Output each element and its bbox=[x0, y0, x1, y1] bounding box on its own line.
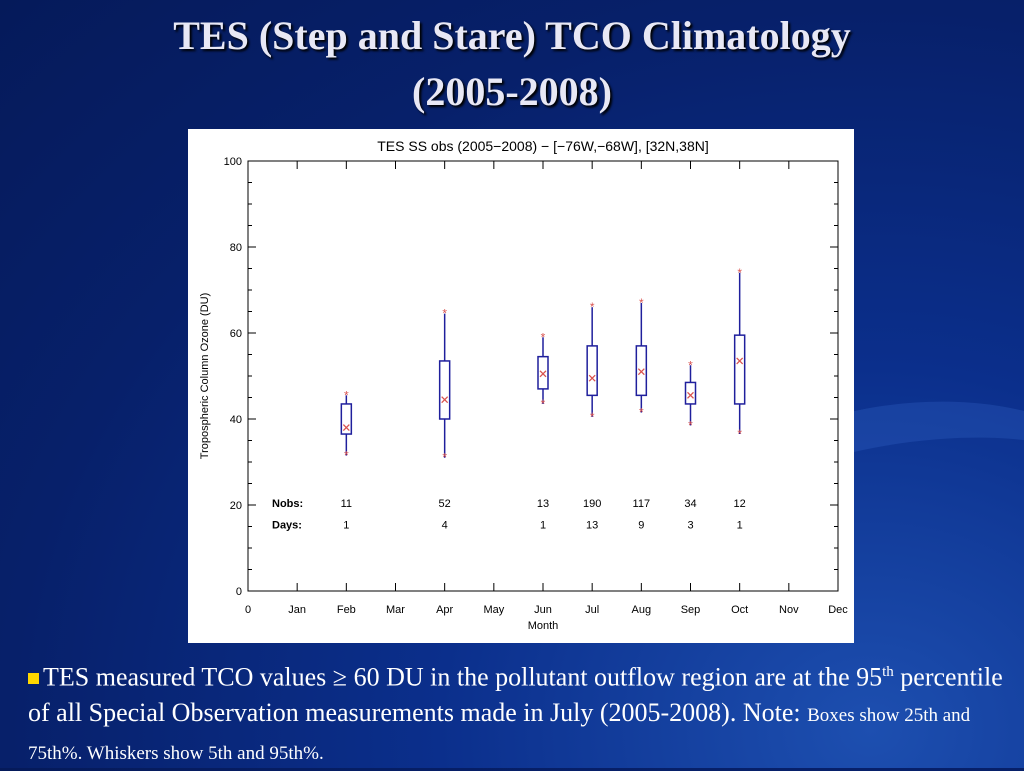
box-oct bbox=[733, 334, 746, 405]
nobs-value: 117 bbox=[633, 498, 651, 510]
x-axis-label: Month bbox=[528, 620, 559, 632]
x-tick-label: Aug bbox=[632, 604, 652, 616]
nobs-value: 13 bbox=[537, 498, 549, 510]
mean-marker bbox=[342, 424, 350, 432]
x-tick-label: Jul bbox=[585, 604, 599, 616]
chart-title: TES SS obs (2005−2008) − [−76W,−68W], [3… bbox=[377, 138, 709, 154]
nobs-value: 190 bbox=[583, 498, 601, 510]
y-tick-label: 0 bbox=[236, 586, 242, 598]
max-marker: * bbox=[639, 296, 644, 310]
max-marker: * bbox=[688, 358, 693, 372]
x-tick-label: Feb bbox=[337, 604, 356, 616]
box-aug bbox=[635, 345, 648, 397]
y-tick-label: 80 bbox=[230, 242, 242, 254]
caption-note: Boxes show 25th and 75th%. Whiskers show… bbox=[28, 704, 971, 764]
max-marker: * bbox=[541, 330, 546, 344]
nobs-value: 52 bbox=[439, 498, 451, 510]
min-marker: * bbox=[344, 449, 349, 463]
y-tick-label: 100 bbox=[224, 156, 242, 168]
mean-marker bbox=[441, 396, 449, 404]
x-tick-label: Jun bbox=[534, 604, 552, 616]
box-feb bbox=[340, 403, 353, 435]
box-jul bbox=[586, 345, 598, 397]
days-value: 1 bbox=[540, 519, 546, 531]
x-tick-label: Sep bbox=[681, 604, 701, 616]
days-label: Days: bbox=[272, 519, 302, 531]
y-axis-label: Tropospheric Column Ozone (DU) bbox=[199, 293, 211, 459]
min-marker: * bbox=[639, 406, 644, 420]
days-value: 9 bbox=[638, 519, 644, 531]
chart-panel: TES SS obs (2005−2008) − [−76W,−68W], [3… bbox=[188, 129, 854, 643]
caption-part2: percentile of all Special Observation me… bbox=[28, 662, 1003, 727]
max-marker: * bbox=[590, 300, 595, 314]
slide-title-line2: (2005-2008) bbox=[412, 69, 612, 114]
nobs-label: Nobs: bbox=[272, 498, 303, 510]
box-sep bbox=[684, 381, 697, 405]
caption: TES measured TCO values ≥ 60 DU in the p… bbox=[28, 655, 1008, 771]
mean-marker bbox=[687, 391, 694, 399]
y-tick-label: 40 bbox=[230, 414, 242, 426]
max-marker: * bbox=[344, 388, 349, 402]
days-value: 4 bbox=[442, 519, 448, 531]
x-tick-label: Apr bbox=[436, 604, 453, 616]
days-value: 3 bbox=[687, 519, 693, 531]
mean-marker bbox=[736, 357, 744, 365]
x-tick-label: Dec bbox=[828, 604, 848, 616]
max-marker: * bbox=[737, 266, 742, 280]
caption-superscript: th bbox=[882, 664, 894, 680]
days-value: 13 bbox=[586, 519, 598, 531]
x-tick-label: May bbox=[483, 604, 504, 616]
nobs-value: 11 bbox=[341, 498, 352, 510]
box-apr bbox=[438, 360, 451, 420]
box-plot-chart: TES SS obs (2005−2008) − [−76W,−68W], [3… bbox=[199, 138, 848, 632]
x-tick-label: Mar bbox=[386, 604, 405, 616]
x-tick-label: 0 bbox=[245, 604, 251, 616]
caption-part1: TES measured TCO values ≥ 60 DU in the p… bbox=[43, 662, 883, 692]
min-marker: * bbox=[688, 418, 693, 432]
max-marker: * bbox=[442, 307, 447, 321]
min-marker: * bbox=[590, 410, 595, 424]
box-jun bbox=[537, 355, 549, 390]
min-marker: * bbox=[737, 427, 742, 441]
bullet-square-icon bbox=[28, 672, 39, 684]
days-value: 1 bbox=[343, 519, 349, 531]
min-marker: * bbox=[442, 451, 447, 465]
y-tick-label: 20 bbox=[230, 500, 242, 512]
y-tick-label: 60 bbox=[230, 328, 242, 340]
nobs-value: 34 bbox=[684, 498, 696, 510]
slide-title: TES (Step and Stare) TCO Climatology (20… bbox=[0, 8, 1024, 120]
slide-title-line1: TES (Step and Stare) TCO Climatology bbox=[173, 13, 851, 58]
x-tick-label: Nov bbox=[779, 604, 799, 616]
x-tick-label: Oct bbox=[731, 604, 748, 616]
mean-marker bbox=[588, 374, 596, 382]
x-tick-label: Jan bbox=[288, 604, 306, 616]
mean-marker bbox=[637, 368, 645, 376]
min-marker: * bbox=[541, 397, 546, 411]
days-value: 1 bbox=[737, 519, 743, 531]
mean-marker bbox=[539, 370, 547, 378]
nobs-value: 12 bbox=[734, 498, 746, 510]
